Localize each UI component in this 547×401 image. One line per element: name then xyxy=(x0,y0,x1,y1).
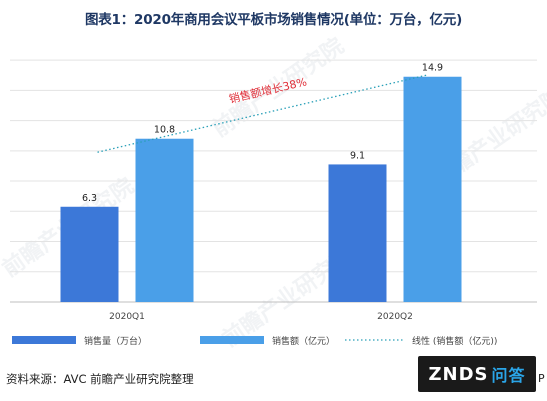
data-label: 10.8 xyxy=(154,125,175,136)
legend-swatch-amount xyxy=(200,336,264,344)
x-tick-label: 2020Q1 xyxy=(109,312,145,322)
data-label: 9.1 xyxy=(350,150,365,161)
znds-logo: ZNDS 问答 xyxy=(418,356,536,392)
bar-2020Q1-1 xyxy=(135,138,194,302)
bar-2020Q1-0 xyxy=(60,206,119,302)
source-note: 资料来源：AVC 前瞻产业研究院整理 xyxy=(6,372,194,386)
data-label: 6.3 xyxy=(82,193,97,204)
legend-label-amount: 销售额（亿元） xyxy=(272,335,335,347)
logo-sub: 问答 xyxy=(491,366,526,385)
trendline xyxy=(97,74,428,153)
growth-annotation: 销售额增长38% xyxy=(228,74,309,106)
bar-2020Q2-1 xyxy=(403,76,462,302)
legend-label-trend: 线性 (销售额（亿元)) xyxy=(412,335,497,347)
edge-text: P xyxy=(538,372,545,385)
legend-label-volume: 销售量（万台） xyxy=(84,335,147,347)
legend-swatch-volume xyxy=(12,336,76,344)
bar-2020Q2-0 xyxy=(328,164,387,302)
x-tick-label: 2020Q2 xyxy=(377,312,413,322)
logo-main: ZNDS xyxy=(428,363,489,385)
chart-title: 图表1：2020年商用会议平板市场销售情况(单位：万台，亿元) xyxy=(84,12,463,28)
data-label: 14.9 xyxy=(422,63,443,74)
